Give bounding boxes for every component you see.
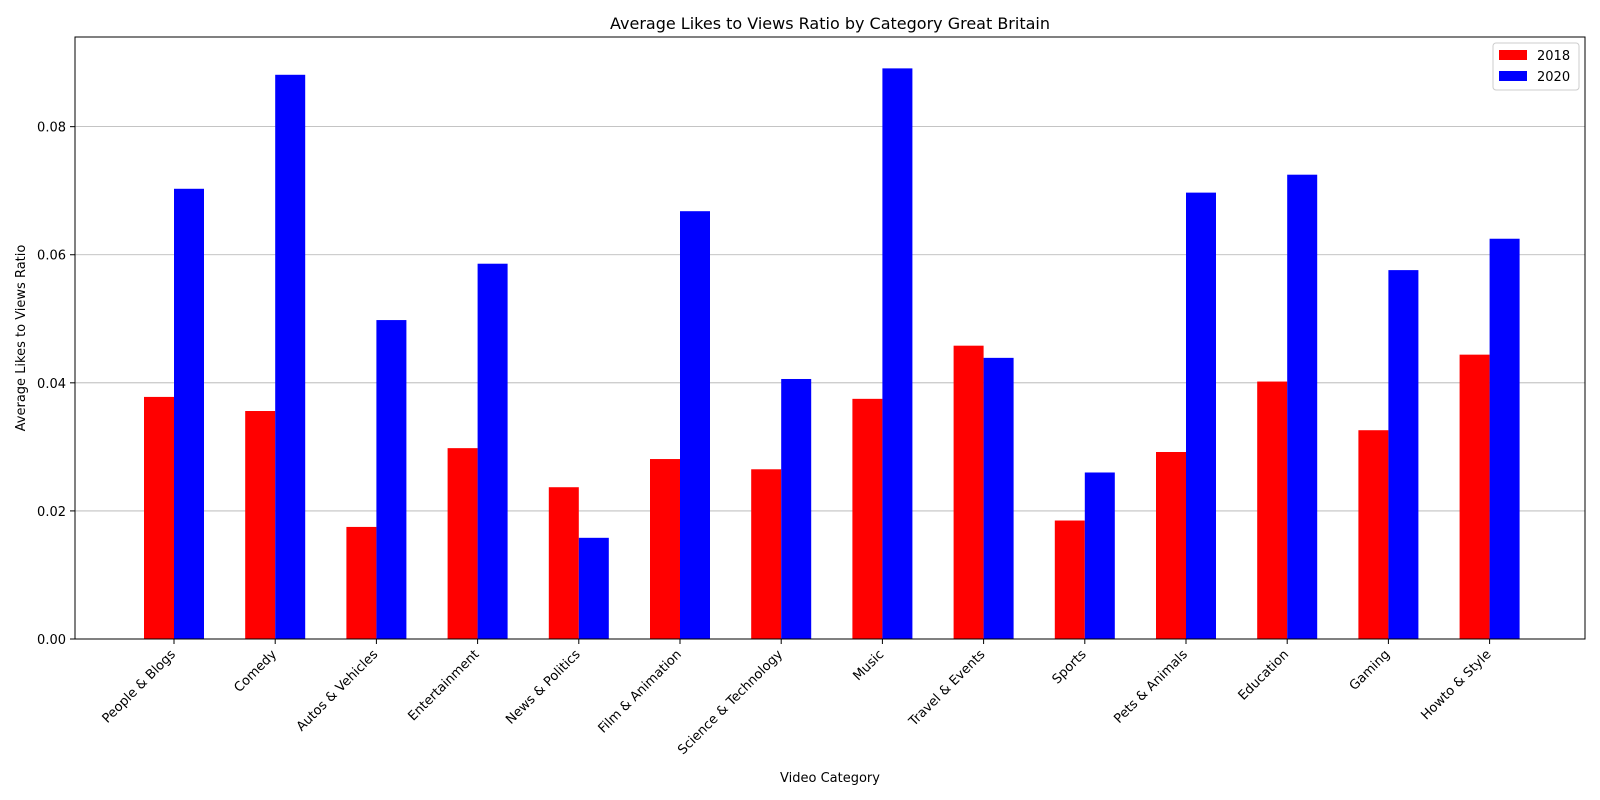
legend-swatch-2018 [1499, 50, 1527, 60]
bar-2018 [144, 396, 174, 639]
x-tick-label: News & Politics [503, 647, 584, 728]
bar-2020 [680, 211, 710, 639]
legend-swatch-2020 [1499, 71, 1527, 81]
bar-2018 [751, 469, 782, 639]
bar-2018 [1459, 354, 1490, 639]
x-tick-label: Education [1236, 647, 1292, 703]
bar-2020 [882, 68, 913, 639]
x-tick-label: Sports [1050, 647, 1090, 687]
bar-2020 [1287, 174, 1318, 640]
bar-2018 [852, 398, 883, 639]
bar-2020 [1489, 238, 1520, 639]
bar-2018 [1156, 451, 1186, 639]
bar-2020 [1186, 192, 1216, 639]
y-tick-label: 0.04 [37, 377, 66, 392]
bar-2018 [1257, 381, 1288, 639]
y-tick-label: 0.00 [37, 633, 66, 648]
legend-label: 2018 [1537, 49, 1570, 64]
bar-2018 [548, 487, 579, 639]
x-tick-label: Howto & Style [1418, 647, 1494, 723]
bar-2020 [781, 378, 812, 639]
x-tick-label: Film & Animation [596, 647, 685, 736]
bar-2020 [578, 537, 609, 639]
x-tick-label: Comedy [231, 647, 280, 696]
bar-2020 [1084, 472, 1115, 639]
plot-area-frame [74, 36, 1586, 640]
y-axis-label: Average Likes to Views Ratio [14, 245, 29, 432]
bar-2018 [1054, 520, 1085, 639]
x-tick-label: Pets & Animals [1111, 647, 1191, 727]
legend: 2018 2020 [1492, 42, 1580, 91]
y-axis-ticks: 0.00 0.02 0.04 0.06 0.08 [37, 121, 75, 648]
bar-2018 [447, 448, 478, 639]
bars [144, 68, 1520, 640]
x-tick-label: People & Blogs [100, 647, 179, 726]
x-tick-label: Travel & Events [906, 647, 989, 730]
bar-2020 [477, 263, 508, 639]
bar-2020 [983, 357, 1014, 639]
chart-title: Average Likes to Views Ratio by Category… [610, 14, 1050, 33]
bar-2018 [650, 459, 680, 639]
legend-label: 2020 [1537, 70, 1570, 85]
x-axis-ticks: People & Blogs Comedy Autos & Vehicles Ente… [100, 639, 1494, 758]
bar-2018 [245, 411, 276, 639]
x-tick-label: Science & Technology [675, 647, 786, 758]
x-tick-label: Autos & Vehicles [294, 647, 382, 735]
x-tick-label: Music [850, 647, 887, 684]
y-tick-label: 0.08 [37, 121, 66, 136]
x-tick-label: Gaming [1347, 647, 1394, 694]
bar-2018 [346, 526, 377, 639]
bar-2020 [174, 188, 204, 639]
bar-2020 [1388, 270, 1419, 639]
bar-2020 [376, 320, 407, 639]
bar-2018 [953, 345, 984, 639]
y-tick-label: 0.06 [37, 249, 66, 264]
grid-lines [75, 126, 1585, 512]
x-axis-label: Video Category [780, 771, 880, 786]
x-tick-label: Entertainment [405, 647, 482, 724]
bar-2020 [275, 74, 306, 640]
bar-2018 [1358, 430, 1389, 639]
y-tick-label: 0.02 [37, 505, 66, 520]
